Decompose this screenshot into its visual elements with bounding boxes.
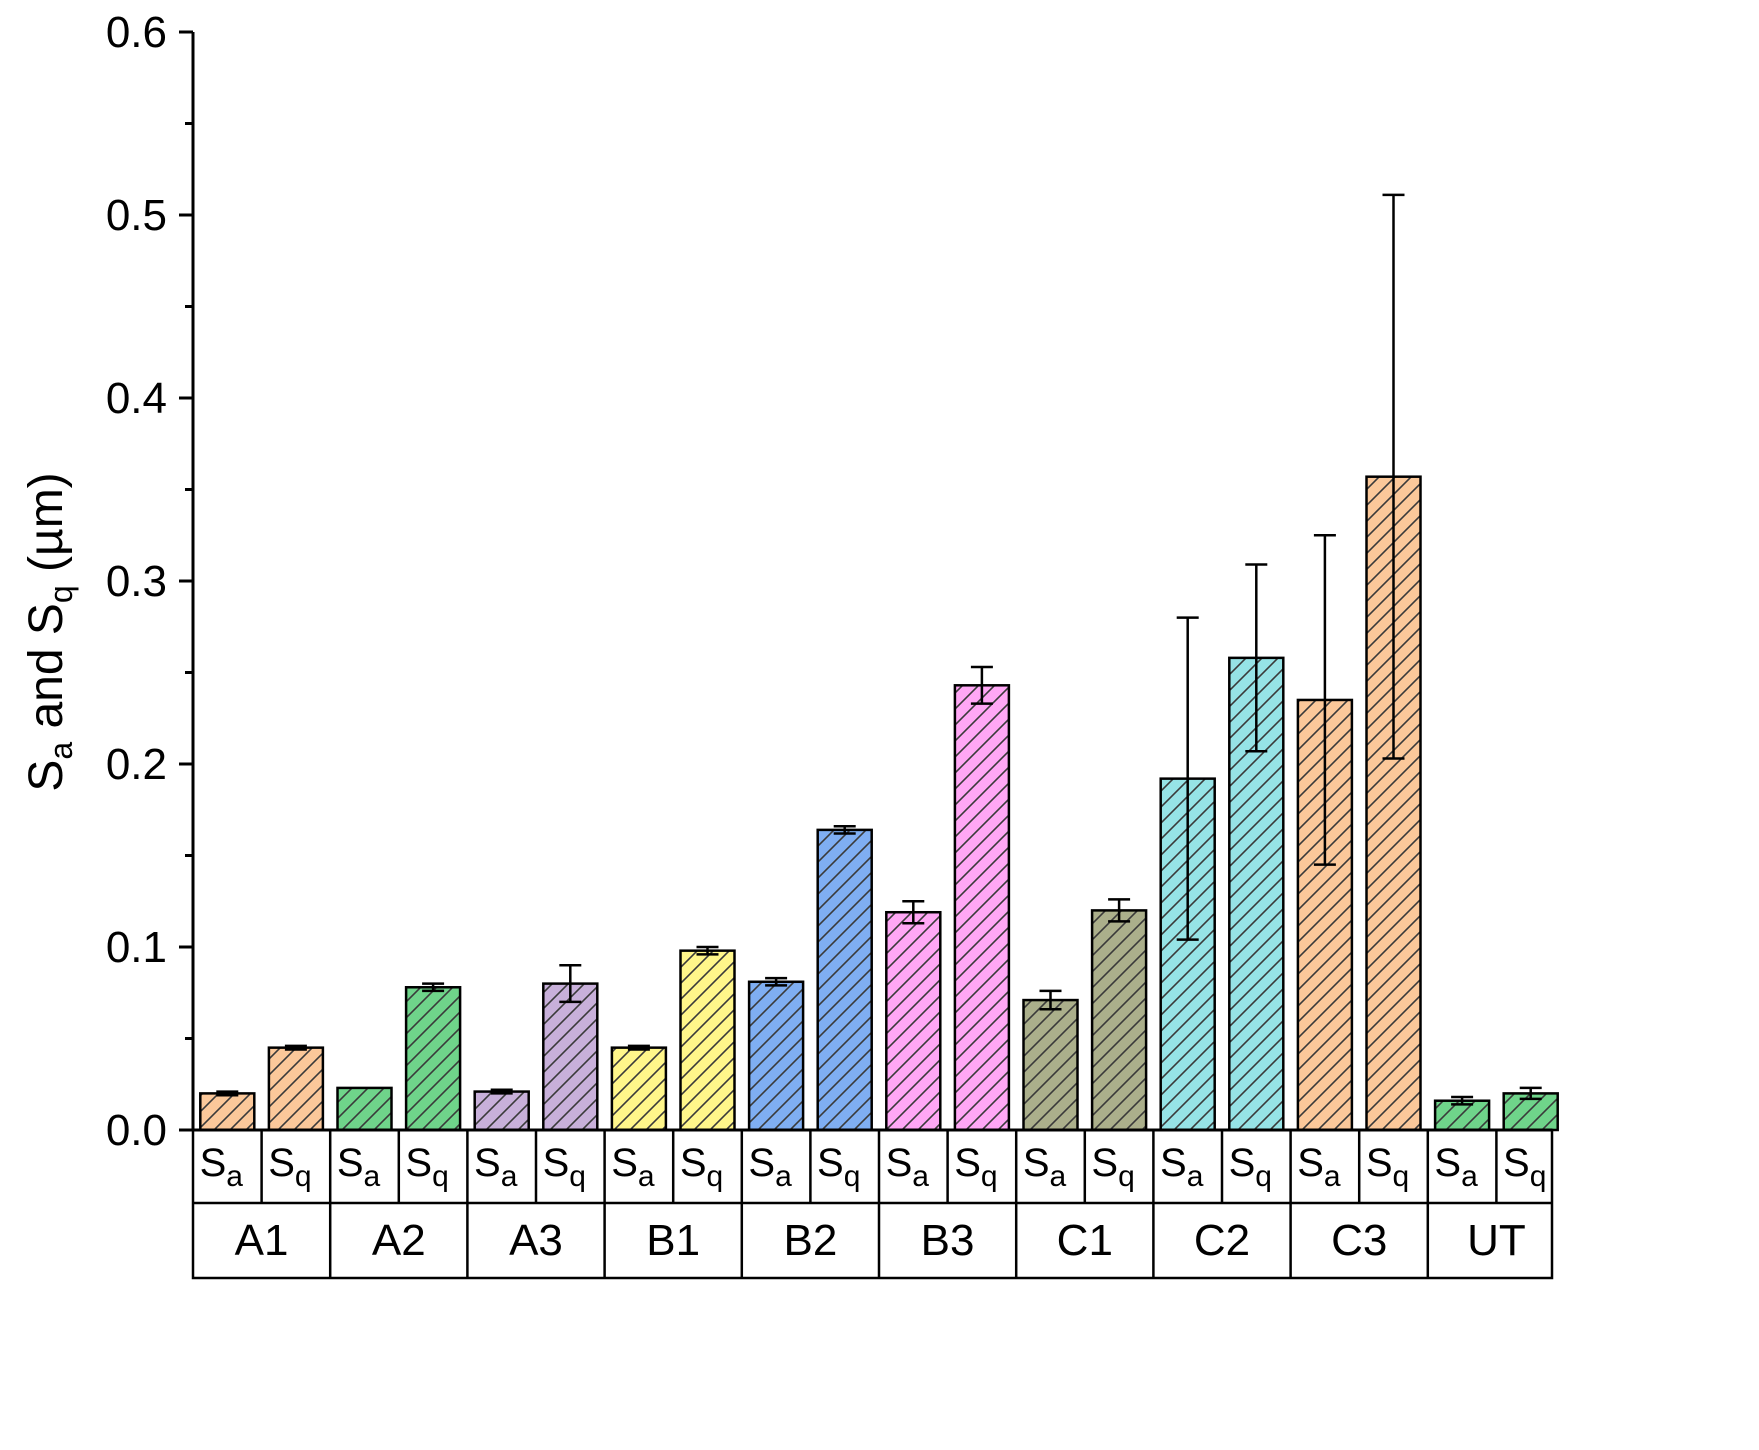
- bar-outline: [1022, 998, 1079, 1132]
- group-label-A2: A2: [372, 1216, 426, 1265]
- metric-label-Sa: Sa: [337, 1141, 381, 1193]
- error-bar-B1-Sq: [696, 945, 719, 956]
- metric-label-Sa: Sa: [886, 1141, 930, 1193]
- y-label-unit: (µm): [20, 472, 73, 585]
- error-bar-C2-Sq: [1245, 563, 1268, 753]
- bar-B1-Sa: [610, 1046, 668, 1132]
- metric-label-Sa: Sa: [1160, 1141, 1204, 1193]
- bar-outline: [473, 1090, 530, 1132]
- metric-label-Sq: Sq: [1091, 1141, 1134, 1193]
- y-tick-label: 0.3: [106, 557, 167, 606]
- group-label-B2: B2: [783, 1216, 837, 1265]
- y-axis-label: Sa and Sq (µm): [20, 472, 79, 791]
- bar-outline: [747, 980, 805, 1132]
- error-bar-B3-Sa: [902, 900, 925, 925]
- error-bar-C3-Sa: [1313, 534, 1336, 866]
- group-label-B3: B3: [921, 1216, 975, 1265]
- y-tick-label: 0.1: [106, 923, 167, 972]
- bar-outline: [885, 910, 942, 1132]
- bar-B2-Sa: [747, 980, 805, 1132]
- bar-outline: [816, 828, 873, 1132]
- error-bars-layer: [216, 193, 1542, 1106]
- y-label-mid: and S: [20, 603, 73, 742]
- error-bar-A1-Sa: [216, 1090, 239, 1097]
- bar-A2-Sq: [404, 986, 462, 1132]
- error-bar-C3-Sq: [1382, 193, 1405, 760]
- y-tick-label: 0.2: [106, 740, 167, 789]
- y-label-sub-a: a: [43, 742, 79, 760]
- bar-outline: [610, 1046, 668, 1132]
- error-bar-B3-Sq: [970, 665, 993, 705]
- metric-label-Sq: Sq: [817, 1141, 860, 1193]
- metric-label-Sa: Sa: [200, 1141, 244, 1193]
- metric-label-Sa: Sa: [611, 1141, 655, 1193]
- bar-B2-Sq: [816, 828, 873, 1132]
- error-bar-B2-Sq: [833, 824, 856, 835]
- metric-label-Sq: Sq: [1503, 1141, 1546, 1193]
- group-label-A1: A1: [235, 1216, 289, 1265]
- error-bar-B1-Sa: [627, 1044, 650, 1051]
- metric-label-Sa: Sa: [1297, 1141, 1341, 1193]
- y-tick-label: 0.4: [106, 374, 167, 423]
- group-label-C3: C3: [1331, 1216, 1387, 1265]
- metric-label-Sq: Sq: [268, 1141, 311, 1193]
- bar-A1-Sa: [199, 1092, 256, 1132]
- error-bar-A3-Sq: [559, 964, 582, 1004]
- bar-outline: [336, 1086, 393, 1132]
- y-tick-label: 0.0: [106, 1106, 167, 1155]
- bar-C1-Sa: [1022, 998, 1079, 1132]
- group-label-A3: A3: [509, 1216, 563, 1265]
- error-bar-C1-Sq: [1108, 898, 1131, 923]
- bar-outline: [1090, 909, 1148, 1132]
- y-label-sub-q: q: [43, 585, 79, 603]
- group-label-C1: C1: [1057, 1216, 1113, 1265]
- metric-label-Sa: Sa: [474, 1141, 518, 1193]
- metric-label-Sq: Sq: [1366, 1141, 1409, 1193]
- bar-outline: [679, 949, 736, 1132]
- bar-outline: [404, 986, 462, 1132]
- bar-outline: [199, 1092, 256, 1132]
- bar-A1-Sq: [267, 1046, 325, 1132]
- error-bar-B2-Sa: [765, 976, 788, 987]
- bars-layer: [193, 475, 1559, 1132]
- y-tick-label: 0.6: [106, 8, 167, 57]
- metric-label-Sq: Sq: [680, 1141, 723, 1193]
- metric-label-Sa: Sa: [1434, 1141, 1478, 1193]
- bar-UT-Sq: [1502, 1092, 1559, 1132]
- metric-label-Sq: Sq: [405, 1141, 448, 1193]
- y-label-s1: S: [20, 760, 73, 792]
- x-category-table: Sa Sq A1 Sa Sq A2 Sa Sq A3 Sa Sq B1 Sa Sq B2 Sa Sq B3 Sa Sq…: [191, 1128, 1554, 1280]
- bar-outline: [267, 1046, 325, 1132]
- error-bar-A3-Sa: [490, 1088, 513, 1095]
- y-axis: 0.0 0.1 0.2 0.3 0.4 0.5 0.6: [106, 8, 195, 1155]
- bar-A3-Sq: [542, 982, 599, 1132]
- y-tick-label: 0.5: [106, 191, 167, 240]
- bar-C1-Sq: [1090, 909, 1148, 1132]
- metric-label-Sa: Sa: [748, 1141, 792, 1193]
- group-label-UT: UT: [1467, 1216, 1526, 1265]
- error-bar-UT-Sq: [1519, 1086, 1542, 1101]
- group-label-B1: B1: [646, 1216, 700, 1265]
- metric-label-Sq: Sq: [543, 1141, 586, 1193]
- bar-B3-Sa: [885, 910, 942, 1132]
- bar-B3-Sq: [953, 684, 1011, 1132]
- error-bar-A1-Sq: [284, 1044, 307, 1051]
- metric-label-Sq: Sq: [954, 1141, 997, 1193]
- bar-A3-Sa: [473, 1090, 530, 1132]
- bar-B1-Sq: [679, 949, 736, 1132]
- error-bar-A2-Sq: [422, 982, 445, 993]
- metric-label-Sq: Sq: [1229, 1141, 1272, 1193]
- group-label-C2: C2: [1194, 1216, 1250, 1265]
- bar-A2-Sa: [336, 1086, 393, 1132]
- bar-outline: [953, 684, 1011, 1132]
- error-bar-C1-Sa: [1039, 989, 1062, 1011]
- error-bar-UT-Sa: [1451, 1095, 1474, 1106]
- error-bar-C2-Sa: [1176, 616, 1199, 941]
- bar-outline: [542, 982, 599, 1132]
- metric-label-Sa: Sa: [1023, 1141, 1067, 1193]
